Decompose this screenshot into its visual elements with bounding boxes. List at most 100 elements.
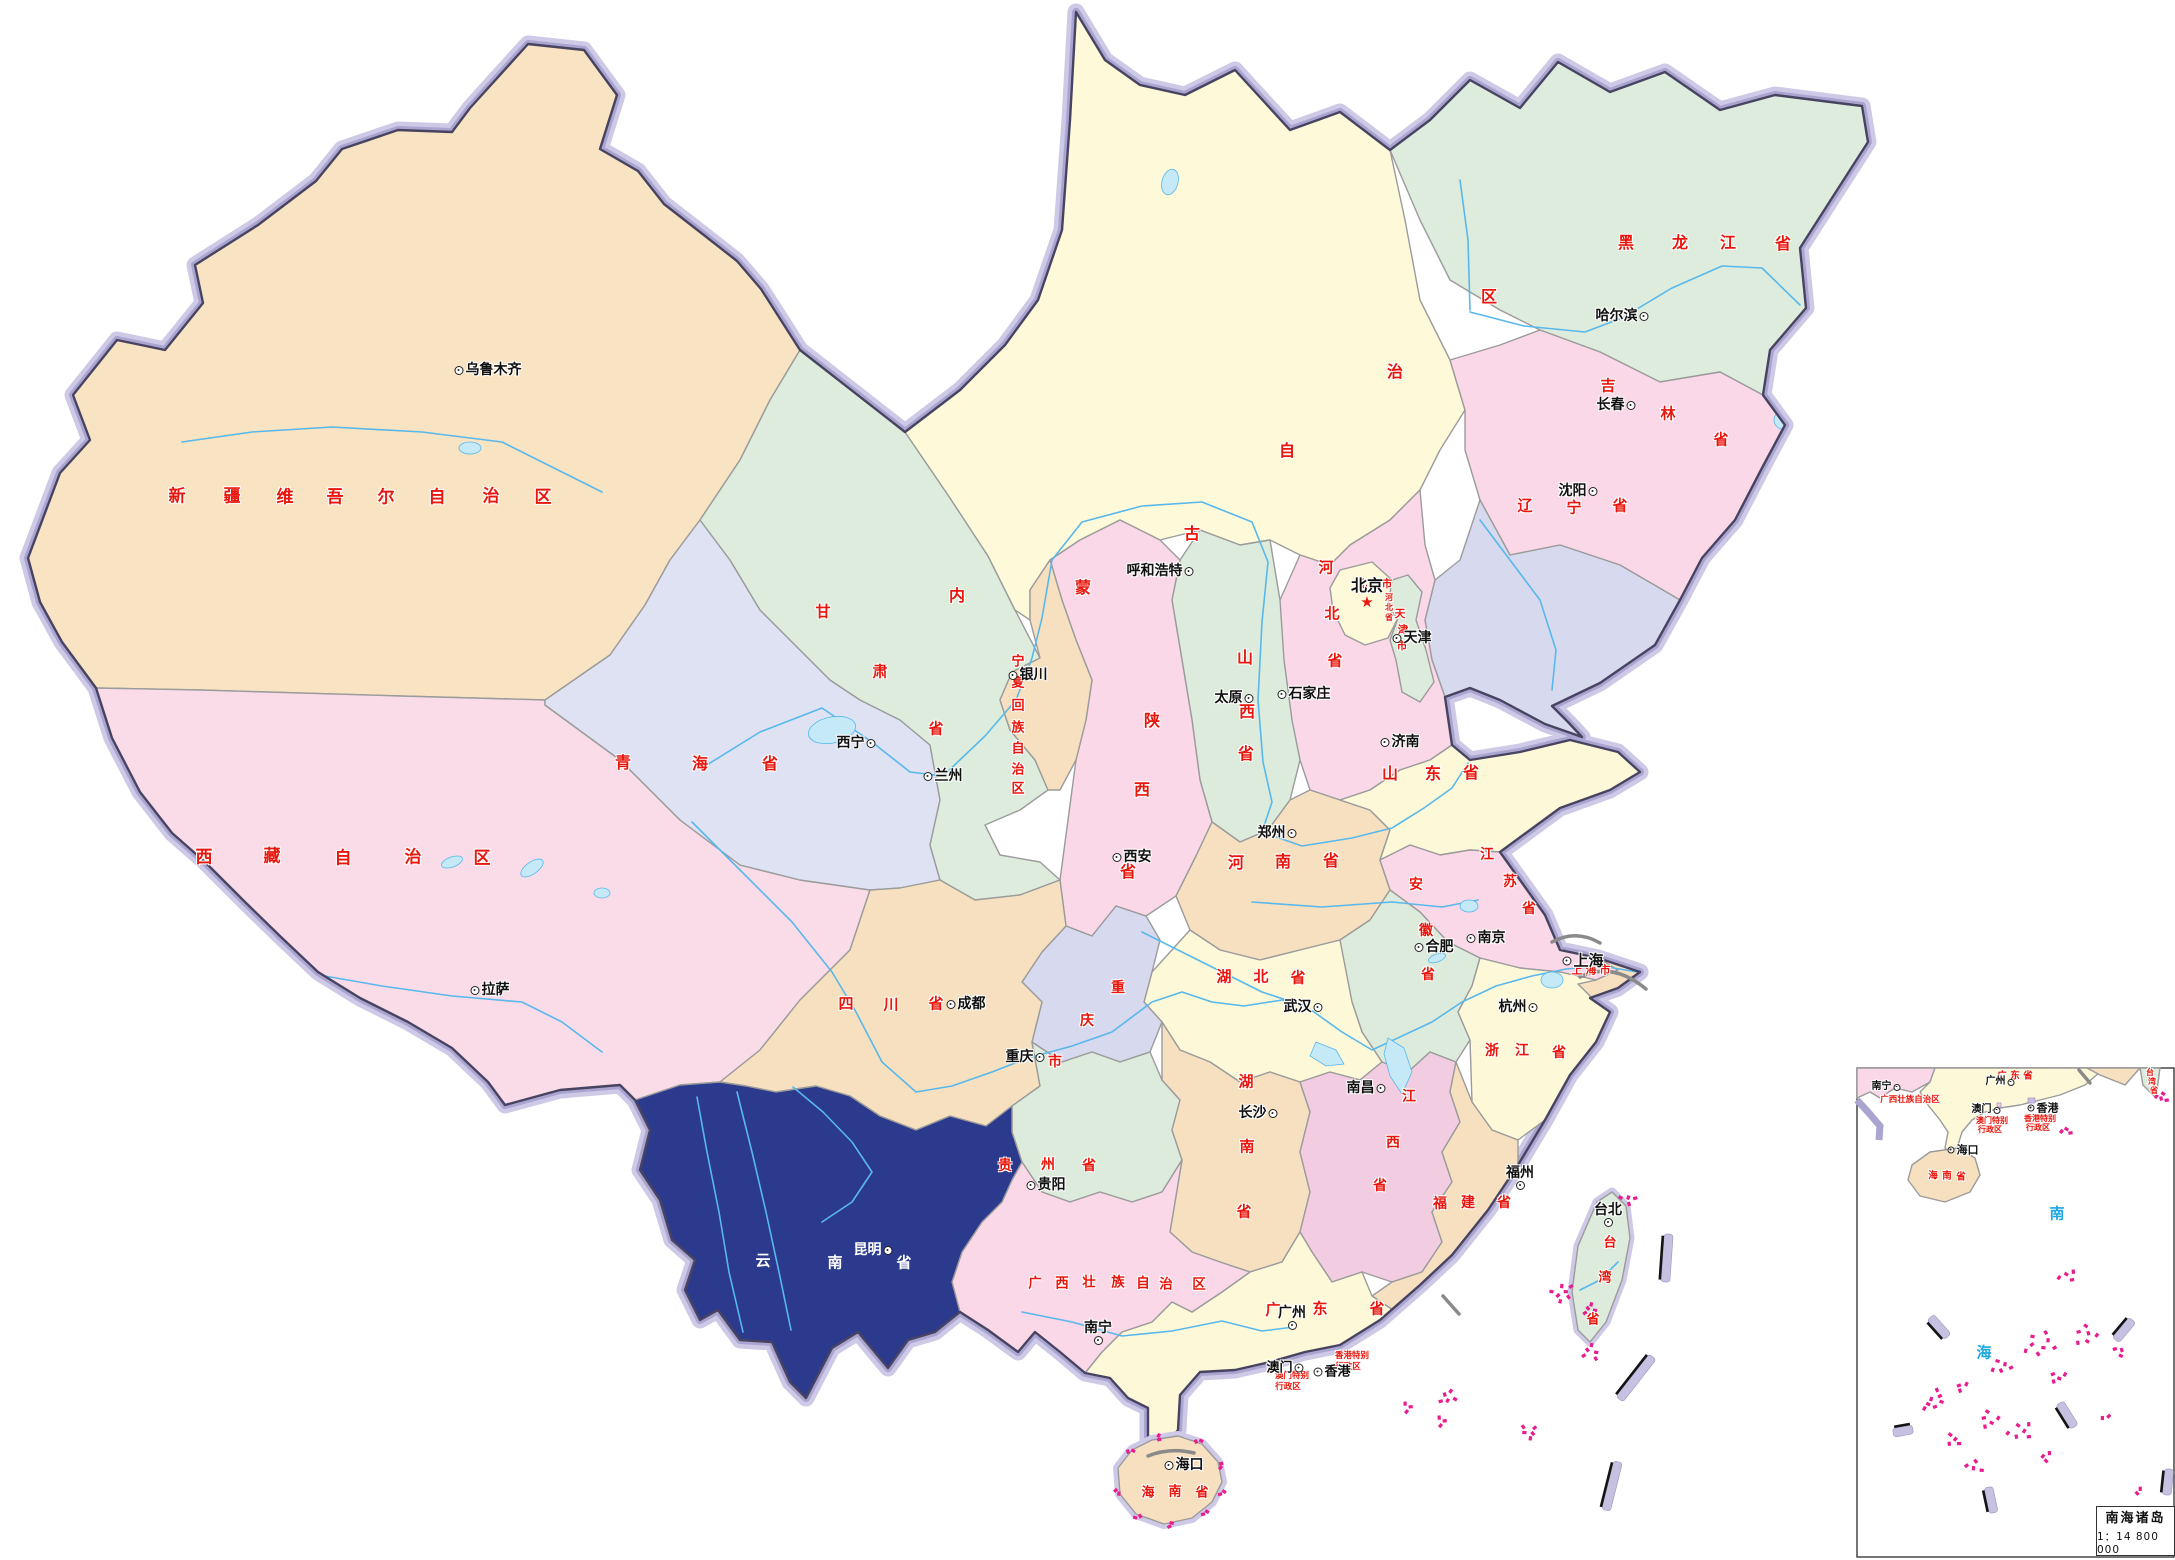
tibet-lake-1 (441, 855, 463, 869)
qinghai-lake (807, 715, 857, 745)
strait-mark-3 (1146, 1448, 1196, 1458)
island-dot (1438, 1399, 1444, 1404)
province-hainan[interactable] (1117, 1435, 1223, 1525)
island-dot (1408, 1405, 1413, 1409)
province-yunnan[interactable] (634, 1081, 1023, 1399)
province-ningxia[interactable] (999, 559, 1093, 791)
jinsha-river-line (792, 1086, 873, 1223)
national-border-line (26, 10, 1870, 1457)
island-dot (1947, 1432, 1953, 1438)
bosten-lake (458, 441, 482, 455)
province-jiangxi[interactable] (1299, 1051, 1461, 1283)
chao-lake (1428, 952, 1446, 964)
han-river-line (1141, 931, 1306, 1007)
tarim-river-line (181, 426, 603, 493)
tibet-lake-3 (593, 887, 611, 899)
inset-province-guangdong[interactable] (1919, 1067, 2101, 1156)
inset-province-hainan[interactable] (1907, 1147, 1981, 1203)
island-dot (1198, 1438, 1204, 1444)
island-dot (1403, 1401, 1407, 1406)
island-dot (1568, 1283, 1574, 1289)
island-dot (2094, 1332, 2100, 1338)
island-dot (2002, 1361, 2007, 1367)
island-dot (1117, 1491, 1121, 1496)
province-tianjin[interactable] (1387, 574, 1435, 703)
pearl-river-line (1021, 1311, 1295, 1337)
island-dot (1582, 1310, 1588, 1316)
island-dot (1947, 1441, 1952, 1446)
island-dot (1563, 1289, 1568, 1294)
inset-frame (1856, 1067, 2175, 1558)
island-dot (1452, 1396, 1458, 1402)
island-dot (1201, 1488, 1207, 1493)
island-dot (1593, 1350, 1599, 1355)
island-dot (1201, 1492, 1207, 1498)
island-dot (1565, 1294, 1572, 1300)
island-dot (2014, 1434, 2019, 1440)
boundary-dash-mark (1892, 1422, 1914, 1437)
islands-layer (1112, 1195, 1638, 1530)
island-dot (1584, 1347, 1590, 1353)
island-dot (2050, 1371, 2056, 1377)
island-dot (2106, 1413, 2112, 1419)
island-dot (2058, 1128, 2064, 1135)
island-dot (1132, 1515, 1138, 1520)
island-dot (1130, 1448, 1136, 1454)
island-dot (2023, 1348, 2028, 1354)
island-dot (1559, 1283, 1564, 1289)
island-dot (1221, 1489, 1227, 1495)
boundary-dash-mark (1599, 1460, 1623, 1512)
hainan-island-group (1113, 1431, 1227, 1529)
island-dot (2112, 1346, 2118, 1352)
island-dot (1971, 1466, 1976, 1471)
island-dot (1137, 1513, 1143, 1519)
island-dot (2041, 1345, 2046, 1350)
island-dot (1549, 1289, 1554, 1294)
tai-lake (1540, 971, 1564, 989)
island-dot (1204, 1509, 1210, 1515)
island-dot (1522, 1430, 1527, 1435)
inset-vietnam-glow (1854, 1097, 1884, 1141)
island-dot (1166, 1524, 1172, 1530)
dongting-lake (1309, 1041, 1345, 1067)
province-beijing[interactable] (1329, 561, 1399, 646)
island-dot (2063, 1126, 2070, 1132)
inset-title-box: 南海诸岛 1：14 800 000 (2096, 1506, 2175, 1556)
inset-province-fujian[interactable] (2086, 1067, 2141, 1086)
island-dot (2021, 1428, 2027, 1434)
island-dot (1984, 1409, 1990, 1415)
island-dot (2086, 1330, 2091, 1336)
boundary-dash-mark (1658, 1233, 1674, 1283)
island-dot (1528, 1436, 1533, 1441)
province-guizhou[interactable] (1011, 1041, 1183, 1203)
island-dot (2005, 1430, 2011, 1436)
island-dot (2030, 1334, 2035, 1339)
island-dot (1979, 1468, 1984, 1473)
inset-south-china-sea (1854, 1067, 2175, 1558)
inset-hongkong-area (2027, 1097, 2036, 1104)
island-dot (1934, 1387, 1940, 1393)
island-dot (1520, 1424, 1526, 1430)
island-dot (1932, 1404, 1938, 1410)
boundary-dash-layer (1599, 1233, 1674, 1512)
island-dot (2008, 1365, 2014, 1371)
liao-river-line (1479, 519, 1557, 691)
island-dot (2015, 1422, 2021, 1428)
island-dot (2063, 1271, 2069, 1277)
island-dot (2043, 1329, 2049, 1336)
island-dot (2084, 1338, 2090, 1344)
island-dot (1937, 1393, 1943, 1399)
island-dot (1592, 1308, 1598, 1313)
province-taiwan[interactable] (1571, 1191, 1631, 1343)
island-dot (2119, 1347, 2124, 1353)
island-dot (2062, 1371, 2068, 1378)
island-dot (1197, 1487, 1202, 1493)
island-dot (1532, 1425, 1538, 1431)
island-dot (1626, 1201, 1632, 1207)
taiwan-river-line (1579, 1261, 1619, 1291)
rivers-layer (151, 179, 1801, 1337)
island-dot (1973, 1458, 1979, 1464)
nu-river-line (696, 1096, 744, 1333)
